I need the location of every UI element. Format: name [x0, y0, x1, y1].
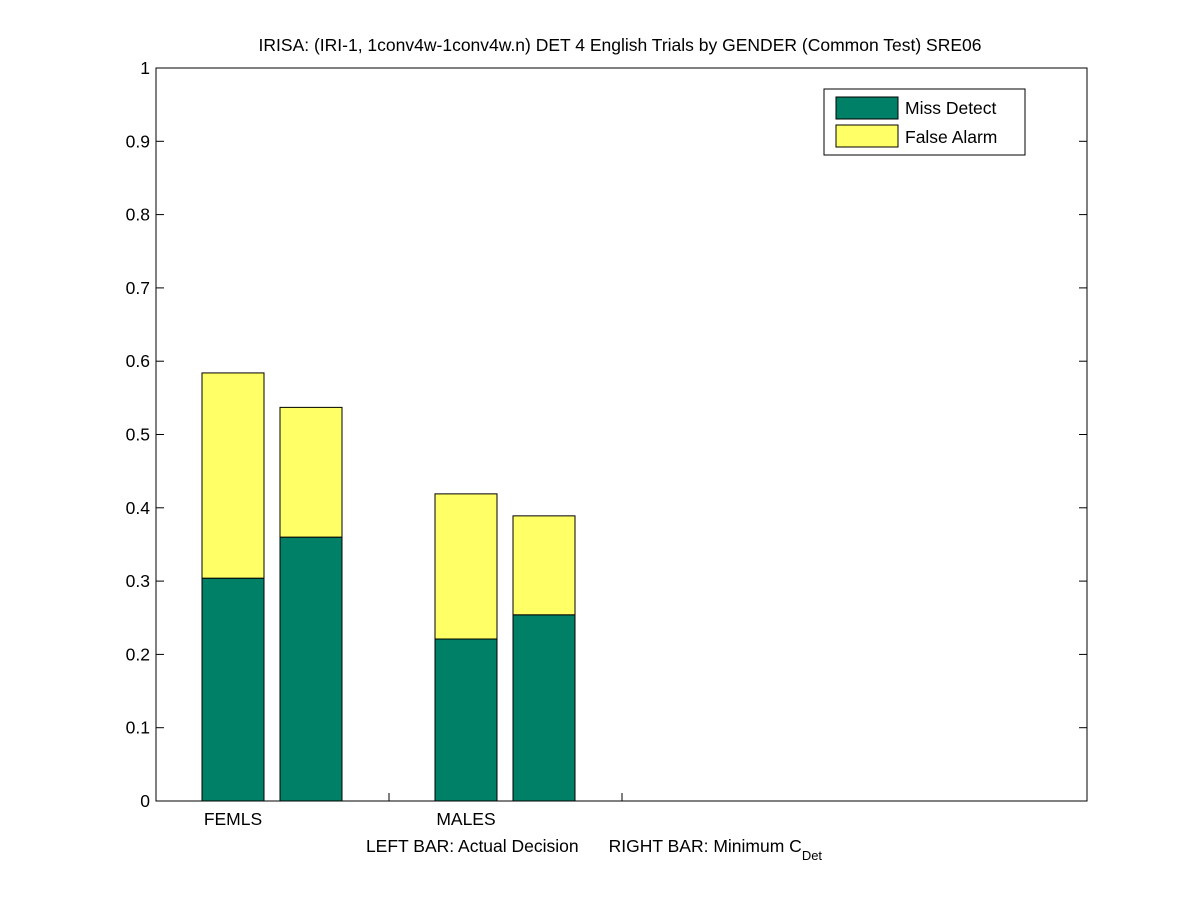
x-axis-label-right-subscript: Det: [802, 848, 823, 863]
y-tick-label: 0.6: [126, 351, 150, 371]
y-tick-label: 0.9: [126, 131, 150, 151]
y-tick-label: 0.8: [126, 205, 150, 225]
x-axis: FEMLS MALES: [204, 793, 623, 829]
x-axis-label: LEFT BAR: Actual Decision RIGHT BAR: Mini…: [366, 836, 822, 863]
bar-males-minimum-miss-detect: [512, 614, 576, 802]
y-tick-label: 0.7: [126, 278, 150, 298]
bar-femls-minimum-miss-detect: [279, 536, 343, 802]
x-tick-label-males: MALES: [436, 809, 495, 829]
bar-femls-actual-miss-detect: [201, 577, 265, 802]
y-tick-label: 1: [140, 58, 150, 78]
legend-label-false-alarm: False Alarm: [905, 127, 997, 147]
y-tick-label: 0.2: [126, 644, 150, 664]
x-axis-label-right: RIGHT BAR: Minimum C: [609, 836, 802, 856]
x-tick-label-femls: FEMLS: [204, 809, 262, 829]
legend-label-miss-detect: Miss Detect: [905, 98, 997, 118]
bar-femls-minimum-false-alarm: [279, 406, 343, 538]
legend-swatch-miss-detect: [835, 96, 899, 120]
bar-males-minimum-false-alarm: [512, 515, 576, 616]
legend: Miss Detect False Alarm: [823, 88, 1026, 156]
chart-title: IRISA: (IRI-1, 1conv4w-1conv4w.n) DET 4 …: [259, 35, 982, 55]
bar-femls-actual-false-alarm: [201, 372, 265, 579]
bar-group: [201, 372, 576, 802]
y-tick-label: 0.5: [126, 425, 150, 445]
y-tick-label: 0: [140, 791, 150, 811]
x-axis-label-left: LEFT BAR: Actual Decision: [366, 836, 579, 856]
y-tick-label: 0.3: [126, 571, 150, 591]
y-tick-label: 0.1: [126, 718, 150, 738]
y-axis: 0 0.1 0.2 0.3 0.4 0.5 0.6 0.7 0.8 0.9 1: [126, 58, 1087, 811]
bar-males-actual-miss-detect: [434, 638, 498, 802]
y-tick-label: 0.4: [126, 498, 151, 518]
legend-swatch-false-alarm: [835, 124, 899, 148]
bar-males-actual-false-alarm: [434, 493, 498, 640]
